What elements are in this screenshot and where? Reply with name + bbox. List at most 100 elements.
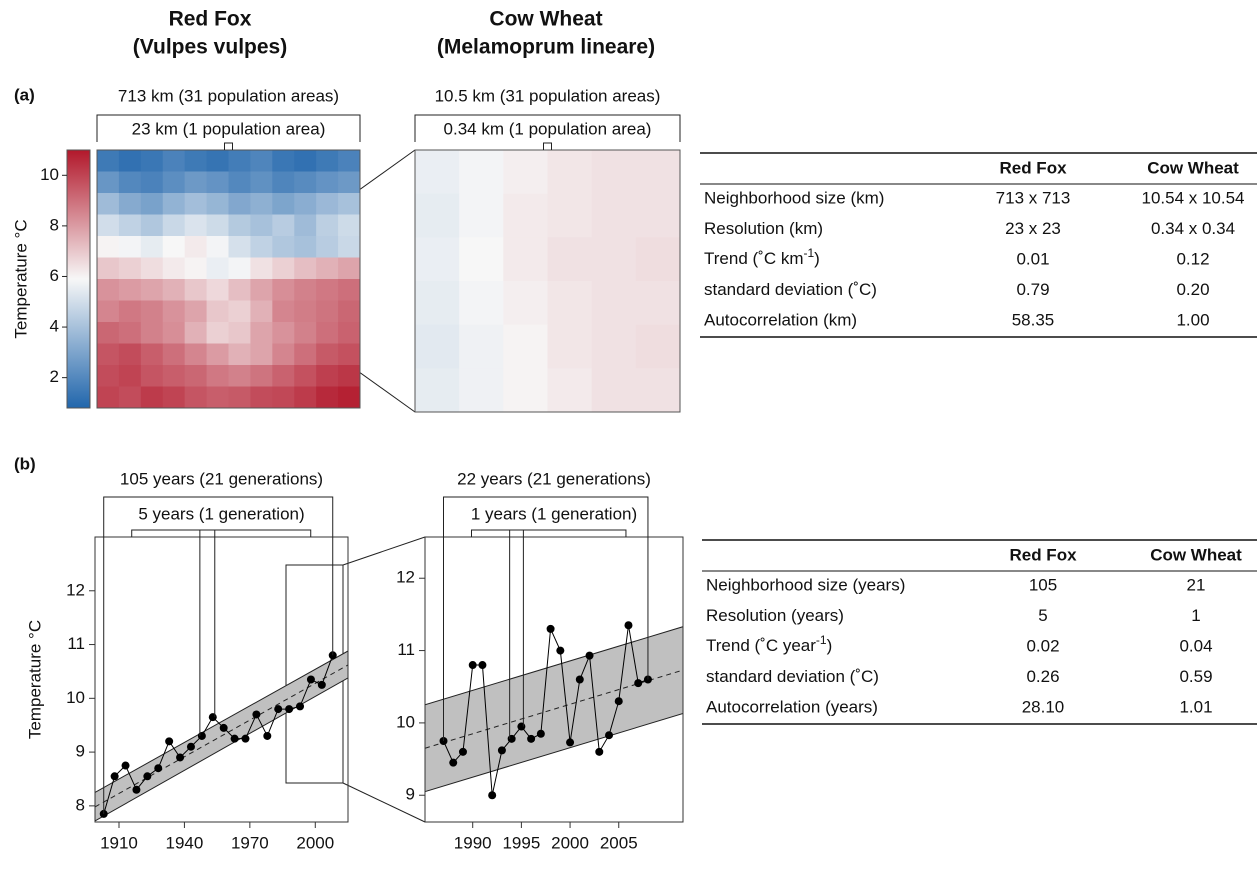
- heat-cell: [162, 279, 186, 301]
- annotation: 105 years (21 generations): [120, 469, 323, 488]
- data-point: [274, 705, 283, 714]
- heat-cell: [294, 236, 317, 258]
- data-point: [230, 734, 239, 743]
- data-point: [154, 764, 163, 773]
- heat-cell: [184, 257, 208, 280]
- heat-cell: [415, 324, 460, 369]
- heat-cell: [415, 237, 460, 282]
- heat-cell: [118, 214, 142, 237]
- column-header: Cow Wheat: [1147, 158, 1239, 177]
- heat-cell: [250, 279, 273, 301]
- heat-cell: [316, 343, 339, 366]
- heat-cell: [316, 257, 339, 280]
- heat-cell: [272, 322, 295, 344]
- heat-cell: [338, 322, 361, 344]
- table-cell: 1.00: [1176, 310, 1209, 329]
- heat-cell: [316, 214, 339, 237]
- heat-cell: [338, 150, 361, 172]
- heat-cell: [272, 236, 295, 258]
- trend-line: [95, 664, 348, 808]
- heat-cell: [294, 257, 317, 280]
- data-line: [103, 655, 334, 815]
- table-cell: 1: [1191, 606, 1200, 625]
- heat-cell: [294, 150, 317, 172]
- plot-area: [95, 650, 348, 822]
- heat-cell: [547, 193, 593, 238]
- data-point: [165, 737, 174, 746]
- heat-cell: [97, 236, 120, 258]
- table-cell: 0.12: [1176, 249, 1209, 268]
- plot-frame: [94, 536, 349, 823]
- heat-cell: [272, 386, 295, 409]
- y-tick-label: 2: [50, 367, 59, 386]
- data-point: [252, 710, 261, 719]
- heat-cell: [272, 279, 295, 301]
- panel-label: (b): [14, 454, 36, 473]
- heat-cell: [97, 150, 120, 172]
- y-axis-label: Temperature °C: [11, 219, 30, 338]
- heat-cell: [97, 257, 120, 280]
- heat-cell: [162, 193, 186, 215]
- data-point: [614, 697, 623, 706]
- row-label-part: Trend (˚C km: [704, 249, 804, 268]
- heat-cell: [503, 193, 548, 238]
- table-cell: 23 x 23: [1005, 219, 1061, 238]
- heat-cell: [162, 365, 186, 387]
- heat-cell: [140, 300, 164, 323]
- x-tick-label: 1910: [100, 833, 138, 852]
- annotation: 10.5 km (31 population areas): [435, 86, 661, 105]
- heat-cell: [294, 214, 317, 237]
- heat-cell: [272, 193, 295, 215]
- bracket: [103, 496, 334, 814]
- heat-cell: [162, 236, 186, 258]
- table-cell: 5: [1038, 606, 1047, 625]
- heat-cell: [338, 386, 361, 409]
- bracket: [442, 496, 649, 741]
- heat-cell: [316, 386, 339, 409]
- heat-cell: [338, 365, 361, 387]
- x-tick-label: 1995: [502, 833, 540, 852]
- heat-cell: [338, 236, 361, 258]
- heat-cell: [97, 386, 120, 409]
- y-tick-label: 10: [40, 165, 59, 184]
- data-point: [527, 734, 536, 743]
- heat-cell: [547, 368, 593, 413]
- colorbar: [66, 149, 91, 409]
- heat-cell: [591, 324, 637, 369]
- x-tick-label: 1940: [166, 833, 204, 852]
- heat-cell: [206, 343, 229, 366]
- heat-cell: [162, 257, 186, 280]
- heat-cell: [338, 193, 361, 215]
- table-cell: 10.54 x 10.54: [1141, 188, 1244, 207]
- heat-cell: [140, 365, 164, 387]
- table-cell: 58.35: [1012, 310, 1055, 329]
- heat-cell: [250, 257, 273, 280]
- y-tick-label: 10: [396, 712, 415, 731]
- heat-cell: [635, 150, 681, 195]
- heat-cell: [250, 386, 273, 409]
- heat-cell: [162, 150, 186, 172]
- heat-cell: [316, 322, 339, 344]
- data-point: [507, 734, 516, 743]
- heat-cell: [162, 300, 186, 323]
- heat-cell: [206, 214, 229, 237]
- heat-cell: [228, 300, 251, 323]
- heat-cell: [228, 171, 251, 194]
- heat-cell: [140, 150, 164, 172]
- heat-cell: [228, 386, 251, 409]
- heat-cell: [272, 171, 295, 194]
- heat-cell: [250, 236, 273, 258]
- heat-cell: [338, 257, 361, 280]
- heat-cell: [140, 236, 164, 258]
- heat-cell: [184, 214, 208, 237]
- heat-cell: [503, 150, 548, 195]
- y-tick-label: 8: [50, 215, 59, 234]
- table-cell: 0.02: [1026, 636, 1059, 655]
- heat-cell: [206, 279, 229, 301]
- data-point: [285, 705, 294, 714]
- heat-cell: [250, 365, 273, 387]
- data-point: [624, 621, 633, 630]
- heat-cell: [162, 322, 186, 344]
